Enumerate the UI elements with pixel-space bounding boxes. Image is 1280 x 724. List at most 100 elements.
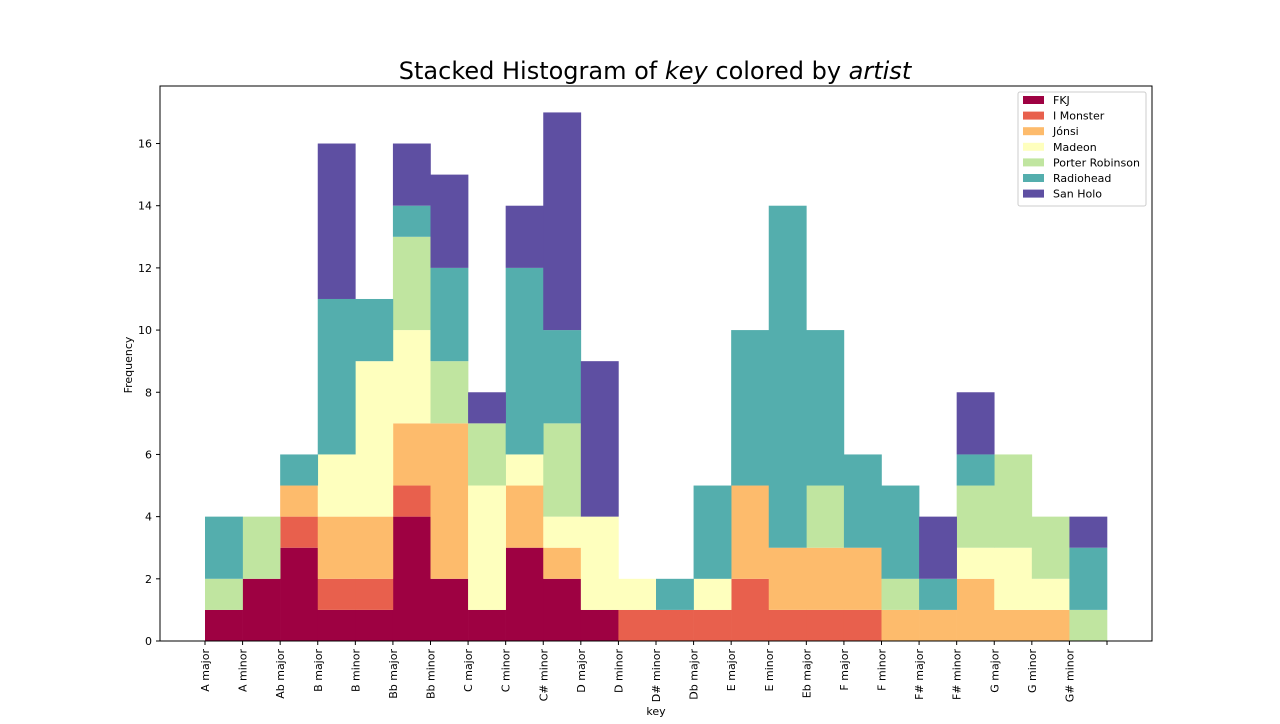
bar-segment: [1069, 516, 1108, 548]
y-tick-label: 2: [145, 573, 152, 586]
y-tick-label: 14: [138, 200, 152, 213]
bar-segment: [392, 236, 431, 331]
bar-segment: [430, 174, 469, 268]
bar-segment: [618, 609, 657, 641]
x-tick-label: C# minor: [537, 649, 550, 702]
bar-segment: [843, 547, 882, 610]
bar-segment: [843, 454, 882, 548]
x-tick-label: G major: [988, 649, 1001, 693]
bar-segment: [994, 454, 1033, 548]
x-tick-label: D major: [575, 649, 588, 693]
bar-segment: [317, 516, 356, 579]
bar-segment: [543, 516, 582, 548]
y-tick-label: 6: [145, 448, 152, 461]
title-part-0: Stacked Histogram of: [399, 57, 665, 85]
bar-segment: [280, 516, 319, 548]
bar-segment: [768, 609, 807, 641]
bar-segment: [693, 578, 732, 610]
x-tick-label: B major: [312, 649, 325, 692]
y-tick-label: 8: [145, 386, 152, 399]
bar-segment: [580, 516, 619, 610]
bar-segment: [580, 361, 619, 517]
bar-segment: [768, 547, 807, 610]
x-tick-label: Bb major: [387, 649, 400, 699]
bar-segment: [881, 609, 920, 641]
title-part-1: key: [665, 57, 709, 85]
legend: FKJ I Monster Jónsi Madeon Porter Robinson Ra…: [1017, 91, 1147, 207]
bar-segment: [656, 578, 694, 610]
bar-segment: [317, 454, 356, 517]
bar-segment: [280, 485, 319, 517]
x-tick-label: F major: [838, 649, 851, 691]
bar-segment: [919, 516, 957, 579]
bar-segment: [543, 423, 582, 517]
y-axis-label: Frequency: [122, 336, 135, 393]
legend-box: [1017, 91, 1147, 207]
bar-segment: [355, 298, 394, 362]
x-tick-label: Eb major: [800, 649, 813, 699]
bar-segment: [317, 609, 356, 641]
bar-segment: [468, 392, 506, 424]
bar-segment: [1069, 547, 1108, 610]
x-tick-label: E major: [725, 649, 738, 692]
x-tick-label: A minor: [237, 649, 250, 692]
legend-swatch: [1023, 174, 1044, 182]
y-axis: 0 2 4 6 8 10 12 14 16: [138, 138, 160, 648]
bar-segment: [392, 330, 431, 424]
x-tick-label: A major: [199, 649, 212, 692]
bar-segment: [956, 578, 995, 641]
bar-segment: [919, 578, 957, 610]
bar-segment: [317, 143, 356, 299]
legend-swatch: [1023, 142, 1044, 151]
bar-segment: [1069, 609, 1108, 641]
legend-label: FKJ: [1053, 94, 1070, 107]
bar-segment: [205, 578, 243, 610]
bar-segment: [468, 609, 506, 641]
title-part-3: artist: [849, 57, 913, 85]
bar-segment: [355, 609, 394, 641]
bar-segment: [994, 609, 1033, 641]
bar-segment: [280, 454, 319, 486]
bar-segment: [468, 423, 506, 486]
x-tick-label: F minor: [876, 649, 889, 691]
x-tick-label: C minor: [500, 649, 513, 693]
bar-segment: [580, 609, 619, 641]
x-tick-label: Bb minor: [425, 649, 438, 699]
x-tick-label: C major: [462, 649, 475, 692]
legend-swatch: [1023, 189, 1044, 198]
y-tick-label: 16: [138, 138, 152, 151]
bar-segment: [693, 609, 732, 641]
bar-segment: [505, 267, 544, 455]
bar-segment: [919, 609, 957, 641]
bar-segment: [843, 609, 882, 641]
bar-segment: [392, 205, 431, 237]
bars-layer: [205, 112, 1108, 641]
bar-segment: [806, 547, 845, 610]
bar-segment: [543, 578, 582, 641]
bar-segment: [505, 205, 544, 268]
x-tick-label: F# minor: [951, 649, 964, 701]
x-tick-label: D# minor: [650, 649, 663, 703]
bar-segment: [242, 516, 281, 579]
bar-segment: [392, 516, 431, 641]
x-tick-label: D minor: [612, 649, 625, 693]
bar-segment: [656, 609, 694, 641]
legend-label: Jónsi: [1052, 125, 1079, 138]
bar-segment: [1031, 578, 1070, 610]
bar-segment: [543, 330, 582, 424]
bar-segment: [355, 361, 394, 517]
bar-segment: [280, 547, 319, 641]
bar-segment: [317, 578, 356, 610]
bar-segment: [505, 485, 544, 548]
bar-segment: [693, 485, 732, 579]
bar-segment: [1031, 516, 1070, 579]
bar-segment: [618, 578, 657, 610]
bar-segment: [392, 485, 431, 517]
bar-segment: [731, 330, 770, 486]
x-tick-label: E minor: [763, 649, 776, 692]
bar-segment: [430, 578, 469, 641]
bar-segment: [806, 485, 845, 548]
chart-title: Stacked Histogram of key colored by arti…: [399, 57, 913, 85]
bar-segment: [430, 361, 469, 424]
